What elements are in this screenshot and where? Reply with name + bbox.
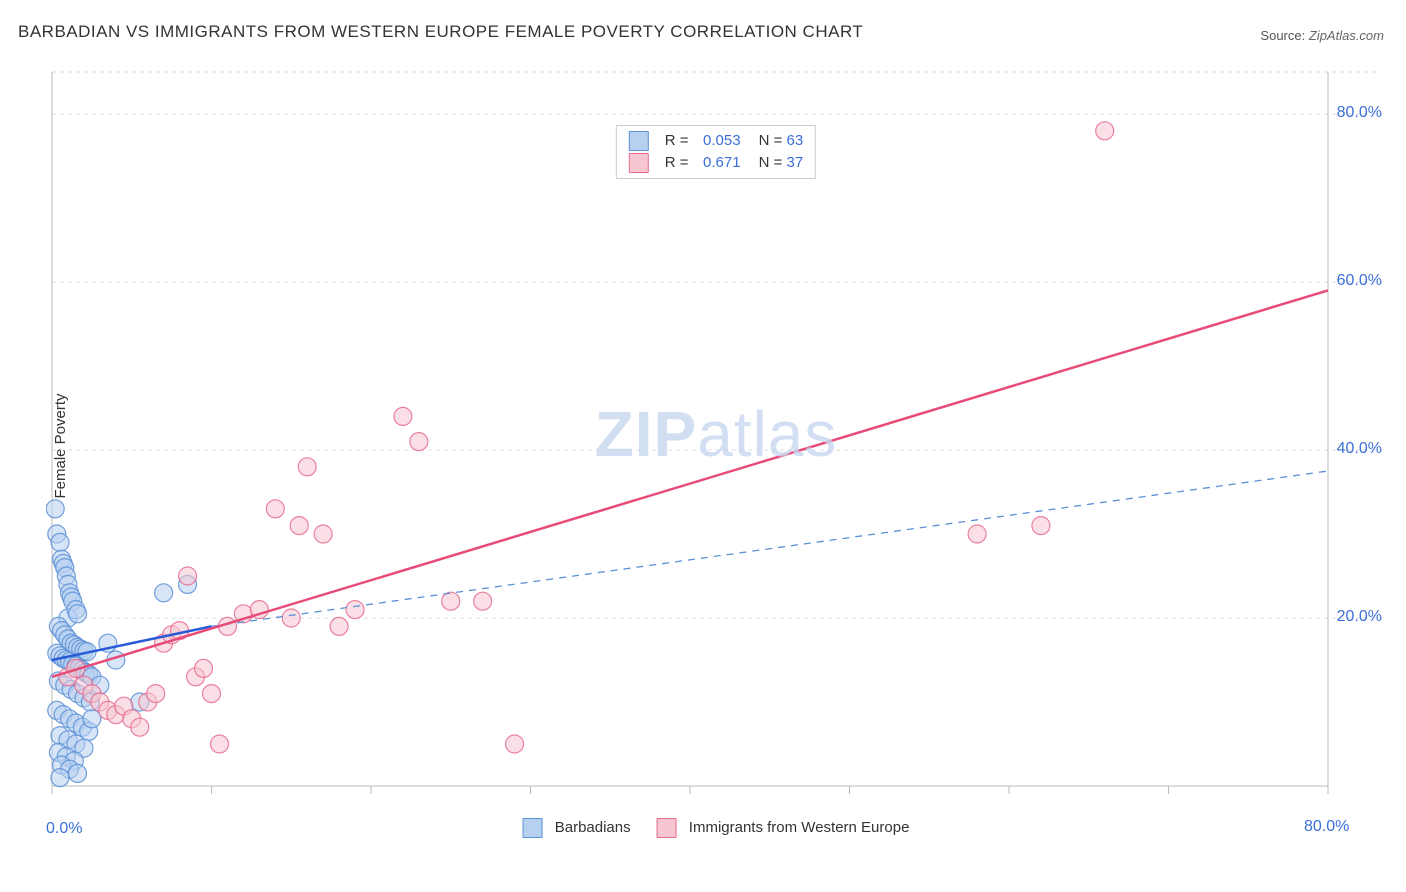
legend-row-immigrants: R = 0.671 N = 37 bbox=[629, 152, 803, 174]
r-value-immigrants: 0.671 bbox=[693, 152, 741, 174]
source-value: ZipAtlas.com bbox=[1309, 28, 1384, 43]
chart-title: BARBADIAN VS IMMIGRANTS FROM WESTERN EUR… bbox=[18, 22, 863, 42]
y-tick-label: 80.0% bbox=[1337, 104, 1382, 122]
legend-swatch-barbadians bbox=[629, 131, 649, 151]
legend-item-barbadians: Barbadians bbox=[523, 818, 631, 838]
n-label: N = bbox=[759, 130, 783, 152]
correlation-legend: R = 0.053 N = 63 R = 0.671 N = 37 bbox=[616, 125, 816, 179]
legend-swatch-icon bbox=[657, 818, 677, 838]
chart-root: BARBADIAN VS IMMIGRANTS FROM WESTERN EUR… bbox=[0, 0, 1406, 892]
legend-swatch-icon bbox=[523, 818, 543, 838]
legend-row-barbadians: R = 0.053 N = 63 bbox=[629, 130, 803, 152]
legend-swatch-immigrants bbox=[629, 153, 649, 173]
n-label: N = bbox=[759, 152, 783, 174]
series-legend: Barbadians Immigrants from Western Europ… bbox=[523, 818, 910, 838]
r-value-barbadians: 0.053 bbox=[693, 130, 741, 152]
x-tick-label: 80.0% bbox=[1304, 818, 1349, 836]
y-tick-label: 20.0% bbox=[1337, 608, 1382, 626]
source-label: Source: bbox=[1260, 28, 1305, 43]
legend-item-immigrants: Immigrants from Western Europe bbox=[657, 818, 910, 838]
y-tick-label: 40.0% bbox=[1337, 440, 1382, 458]
source-attribution: Source: ZipAtlas.com bbox=[1260, 28, 1384, 43]
y-tick-label: 60.0% bbox=[1337, 272, 1382, 290]
r-label: R = bbox=[665, 152, 689, 174]
legend-label-immigrants: Immigrants from Western Europe bbox=[689, 819, 910, 836]
origin-label: 0.0% bbox=[46, 820, 82, 838]
chart-area: ZIPatlas R = 0.053 N = 63 R = 0.671 N = … bbox=[46, 60, 1386, 840]
legend-label-barbadians: Barbadians bbox=[555, 819, 631, 836]
r-label: R = bbox=[665, 130, 689, 152]
